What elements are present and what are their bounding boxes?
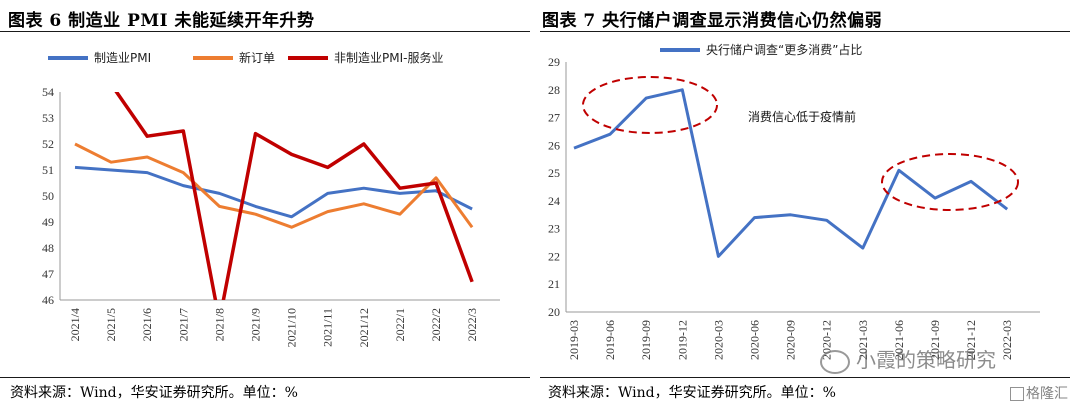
left-y-tick-label: 54 (42, 85, 54, 99)
left-x-tick-label: 2021/11 (321, 308, 335, 347)
left-legend-label: 新订单 (239, 50, 275, 65)
right-x-tick-label: 2019-06 (603, 320, 617, 360)
left-series-line-2 (74, 142, 474, 229)
left-title-rule (0, 31, 530, 32)
right-x-tick-label: 2019-03 (567, 320, 581, 360)
left-x-tick-label: 2021/7 (176, 308, 190, 341)
left-x-tick-label: 2021/8 (212, 308, 226, 341)
right-y-tick-label: 24 (548, 194, 560, 208)
right-y-tick-label: 26 (548, 138, 560, 152)
right-series-line-1 (573, 88, 1009, 258)
left-y-tick-label: 49 (42, 215, 54, 229)
right-chart-title: 图表 7 央行储户调查显示消费信心仍然偏弱 (542, 11, 883, 31)
right-x-tick-label: 2021-09 (928, 320, 942, 360)
right-x-tick-label: 2020-09 (784, 320, 798, 360)
right-y-tick-label: 25 (548, 166, 560, 180)
brand-logo-icon (1010, 387, 1024, 401)
right-x-tick-label: 2020-03 (711, 320, 725, 360)
right-y-tick-label: 20 (548, 305, 560, 319)
left-y-tick-label: 46 (42, 293, 54, 307)
left-y-tick-label: 50 (42, 189, 54, 203)
right-x-tick-label: 2019-09 (639, 320, 653, 360)
watermark-brand: 格隆汇 (1010, 383, 1068, 403)
right-y-tick-label: 21 (548, 277, 560, 291)
right-y-tick-label: 27 (548, 111, 560, 125)
left-y-tick-label: 51 (42, 163, 54, 177)
left-y-tick-label: 52 (42, 137, 54, 151)
left-x-tick-label: 2021/9 (249, 308, 263, 341)
left-x-tick-label: 2022/3 (465, 308, 479, 341)
left-source-note: 资料来源：Wind，华安证券研究所。单位：% (10, 385, 298, 401)
right-x-tick-label: 2021-12 (964, 320, 978, 360)
left-series-line-1 (74, 165, 473, 219)
right-x-tick-label: 2019-12 (675, 320, 689, 360)
left-y-tick-label: 53 (42, 111, 54, 125)
left-legend-label: 非制造业PMI-服务业 (334, 50, 443, 65)
right-x-tick-label: 2021-03 (856, 320, 870, 360)
right-y-tick-label: 22 (548, 249, 560, 263)
right-highlight-ellipse-2021 (881, 153, 1019, 211)
right-x-tick-label: 2021-06 (892, 320, 906, 360)
left-y-tick-label: 48 (42, 241, 54, 255)
left-x-tick-label: 2021/5 (104, 308, 118, 341)
left-x-tick-label: 2021/6 (140, 308, 154, 341)
left-x-tick-label: 2021/10 (285, 308, 299, 347)
right-x-tick-label: 2022-03 (1000, 320, 1014, 360)
left-source-rule (0, 377, 530, 378)
right-legend-label: 央行储户调查“更多消费”占比 (706, 42, 862, 57)
right-highlight-ellipse-2019 (582, 76, 718, 134)
left-y-tick-label: 47 (42, 267, 54, 281)
right-line-chart: 20 21 22 23 24 25 26 27 28 29 2019-03 2019-06 2019-0… (548, 42, 1040, 360)
left-x-tick-label: 2021/4 (68, 308, 82, 341)
right-chart-panel: 图表 7 央行储户调查显示消费信心仍然偏弱 20 21 22 23 24 25 26 27 28… (540, 0, 1070, 409)
left-chart-title: 图表 6 制造业 PMI 未能延续开年升势 (8, 11, 315, 31)
left-x-tick-label: 2022/1 (393, 308, 407, 341)
right-y-tick-label: 23 (548, 222, 560, 236)
right-x-tick-label: 2020-06 (748, 320, 762, 360)
wechat-icon (820, 349, 850, 374)
right-source-note: 资料来源：Wind，华安证券研究所。单位：% (548, 385, 836, 401)
left-x-tick-label: 2021/12 (357, 308, 371, 347)
left-x-tick-label: 2022/2 (429, 308, 443, 341)
right-title-rule (540, 31, 1070, 32)
right-source-rule (540, 377, 1070, 378)
left-chart-panel: 图表 6 制造业 PMI 未能延续开年升势 46 47 48 49 50 51 52 53 54… (0, 0, 530, 409)
left-legend-label: 制造业PMI (94, 51, 151, 65)
left-series-line-3 (114, 92, 474, 300)
watermark-account: 小霞的策略研究 (820, 344, 996, 374)
right-y-tick-label: 28 (548, 83, 560, 97)
right-annotation-text: 消费信心低于疫情前 (748, 109, 856, 124)
right-y-tick-label: 29 (548, 55, 560, 69)
left-line-chart: 46 47 48 49 50 51 52 53 54 2021/4 2021/5 2021/6 2021… (42, 50, 500, 347)
